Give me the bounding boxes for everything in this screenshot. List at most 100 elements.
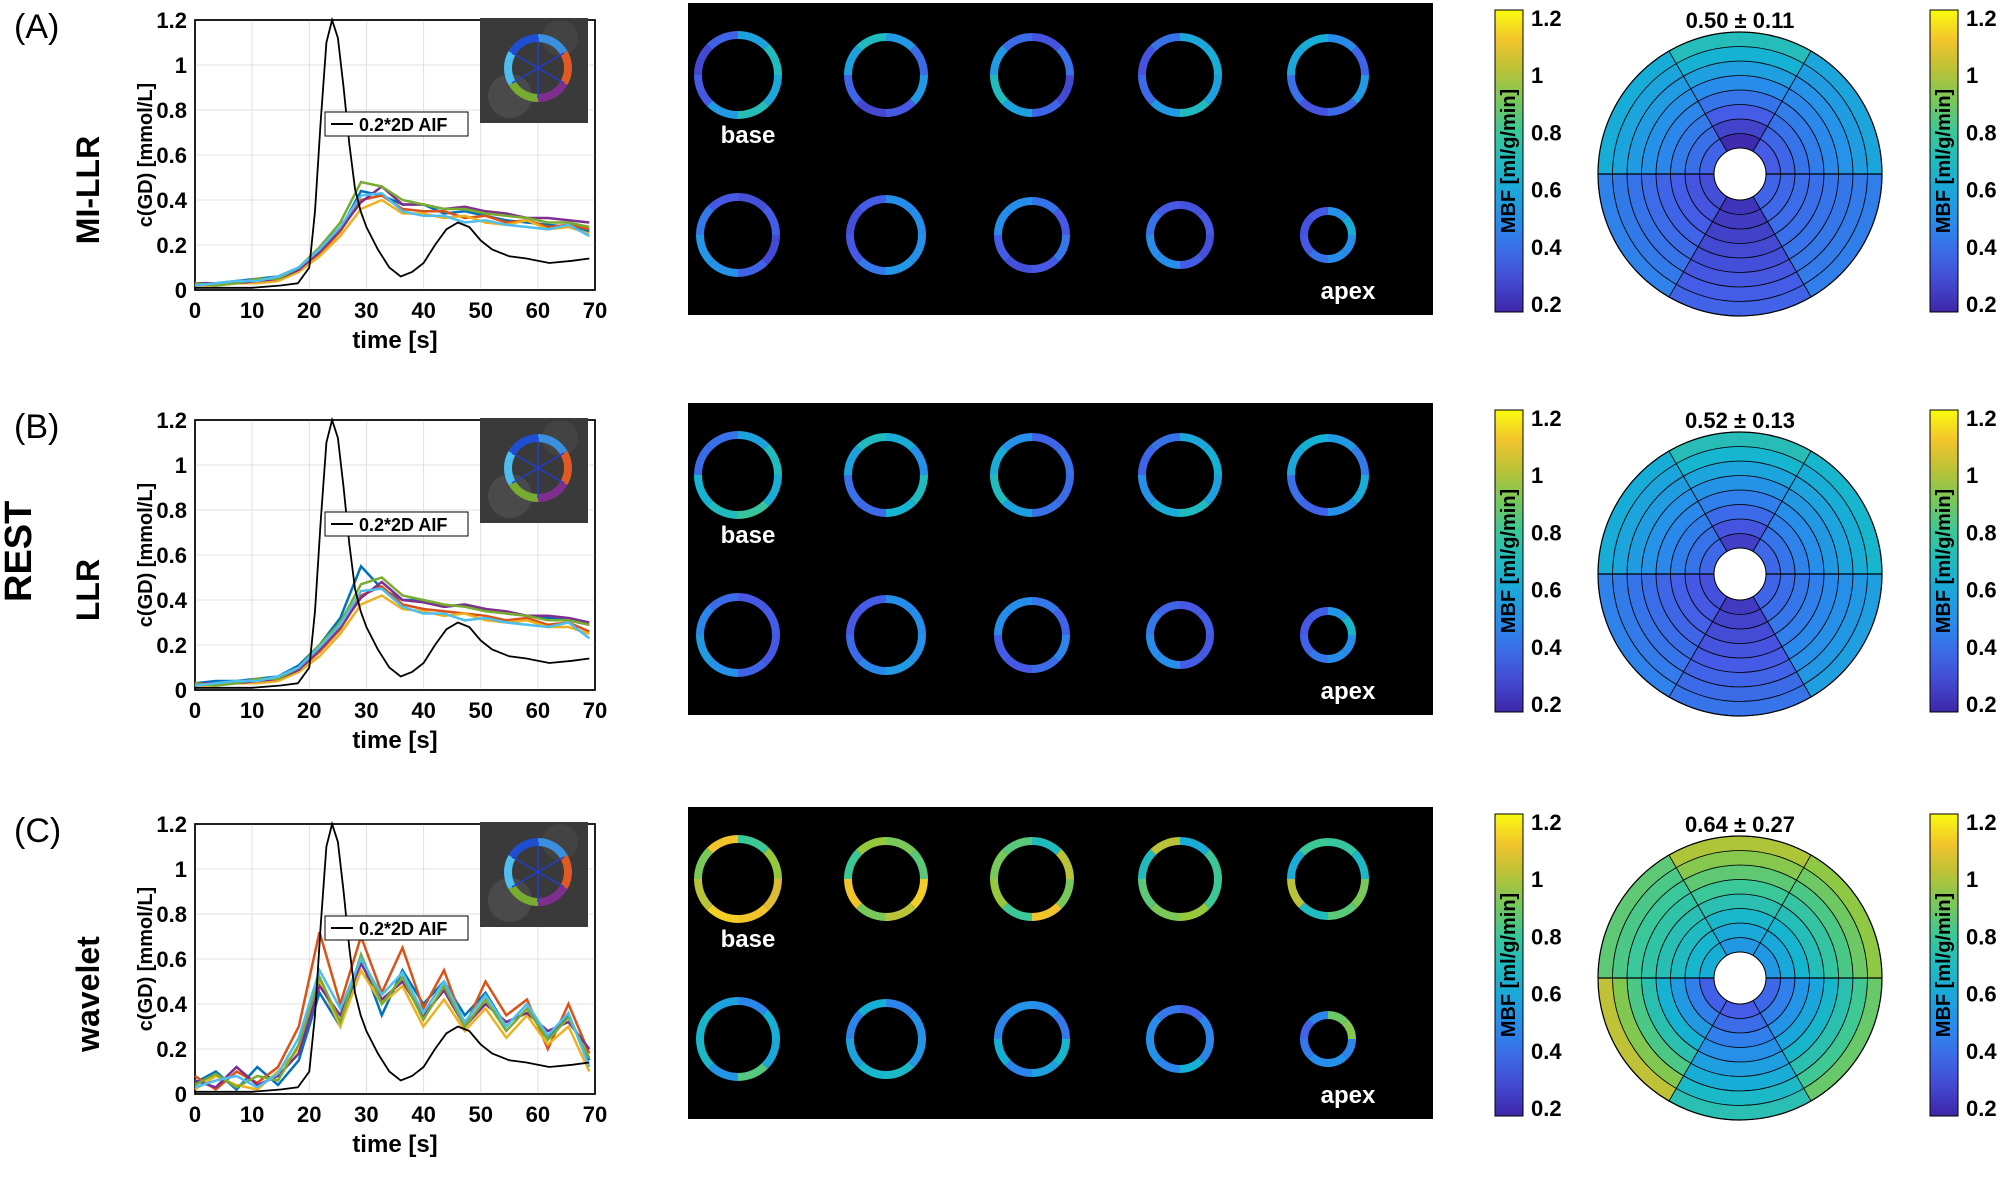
- mbf-slice: [1146, 1005, 1214, 1073]
- x-tick-label: 10: [240, 298, 264, 323]
- mbf-map-panel: base apex: [688, 807, 1433, 1119]
- colorbar-tick: 1.2: [1531, 6, 1562, 31]
- colorbar-label: MBF [ml/g/min]: [1933, 89, 1955, 233]
- concentration-chart: 0 10 20 30 40 50 60 70 0 0.2 0.4 0.6 0.8 1 1.2 time [s]…: [135, 8, 607, 354]
- mbf-slice: [994, 197, 1070, 273]
- mbf-slice: [1287, 434, 1369, 516]
- colorbar-label: MBF [ml/g/min]: [1933, 489, 1955, 633]
- series-line: [195, 594, 590, 687]
- x-tick-label: 30: [354, 298, 378, 323]
- mbf-slice: [696, 193, 780, 277]
- colorbar-tick: 0.8: [1966, 924, 1997, 949]
- mbf-slice: [696, 593, 780, 677]
- y-tick-label: 1.2: [156, 8, 187, 33]
- colorbar-tick: 0.8: [1531, 520, 1562, 545]
- mbf-slice: [1138, 837, 1222, 921]
- concentration-chart: 0 10 20 30 40 50 60 70 0 0.2 0.4 0.6 0.8 1 1.2 time [s]…: [135, 408, 607, 754]
- colorbar-tick: 0.6: [1531, 178, 1562, 203]
- x-tick-label: 10: [240, 698, 264, 723]
- x-tick-label: 70: [583, 298, 607, 323]
- inset-segment: [537, 34, 568, 56]
- colorbar-label: MBF [ml/g/min]: [1498, 89, 1520, 233]
- inset-segment: [508, 884, 539, 906]
- apex-label: apex: [1321, 278, 1376, 305]
- aif-line: [195, 16, 590, 289]
- colorbar-tick: 0.6: [1531, 982, 1562, 1007]
- colorbar-tick: 1: [1531, 867, 1543, 892]
- y-tick-label: 1: [175, 53, 187, 78]
- colorbar-tick: 0.4: [1531, 235, 1562, 260]
- y-tick-label: 1.2: [156, 812, 187, 837]
- y-tick-label: 0.8: [156, 498, 187, 523]
- colorbar: 1.2 1 0.8 0.6 0.4 0.2 MBF [ml/g/min]: [1929, 6, 1997, 317]
- y-tick-label: 0: [175, 678, 187, 703]
- series-line: [195, 198, 590, 287]
- colorbar-tick: 0.8: [1966, 120, 1997, 145]
- mbf-slice: [994, 597, 1070, 673]
- method-label: LLR: [70, 558, 106, 622]
- colorbar-label: MBF [ml/g/min]: [1498, 489, 1520, 633]
- x-tick-label: 0: [189, 298, 201, 323]
- y-tick-label: 0.4: [156, 188, 187, 213]
- mbf-slice: [990, 837, 1074, 921]
- x-tick-label: 0: [189, 1102, 201, 1127]
- mbf-slice: [1287, 838, 1369, 920]
- rest-label: REST: [0, 500, 40, 602]
- y-tick-label: 0.8: [156, 902, 187, 927]
- colorbar-tick: 0.4: [1966, 635, 1997, 660]
- mbf-slice: [694, 31, 782, 119]
- x-tick-label: 70: [583, 698, 607, 723]
- mbf-slice: [1287, 34, 1369, 116]
- inset-segment: [537, 434, 568, 456]
- colorbar-tick: 1: [1531, 63, 1543, 88]
- legend-label: 0.2*2D AIF: [359, 115, 447, 135]
- mbf-map-panel: base apex: [688, 3, 1433, 315]
- x-axis-label: time [s]: [352, 1131, 437, 1158]
- series-line: [194, 587, 591, 687]
- x-tick-label: 40: [411, 298, 435, 323]
- inset-segment: [508, 34, 539, 56]
- inset-segment: [560, 855, 572, 889]
- colorbar-tick: 1: [1966, 63, 1978, 88]
- colorbar-tick: 1.2: [1966, 6, 1997, 31]
- colorbar-tick: 0.2: [1966, 692, 1997, 717]
- x-tick-label: 60: [526, 298, 550, 323]
- legend-label: 0.2*2D AIF: [359, 515, 447, 535]
- colorbar-tick: 0.2: [1531, 292, 1562, 317]
- inset-segment: [508, 434, 539, 456]
- mbf-slice: [1138, 433, 1222, 517]
- y-tick-label: 1: [175, 857, 187, 882]
- panel-label: (B): [14, 408, 60, 446]
- y-tick-label: 0.4: [156, 992, 187, 1017]
- colorbar-tick: 0.6: [1966, 578, 1997, 603]
- x-tick-label: 40: [411, 1102, 435, 1127]
- mbf-slice: [990, 33, 1074, 117]
- series-line: [194, 576, 590, 687]
- series-line: [194, 950, 591, 1089]
- bullseye-mean: 0.64 ± 0.27: [1685, 812, 1795, 837]
- x-tick-label: 0: [189, 698, 201, 723]
- inset-segment: [537, 838, 568, 860]
- colorbar: 1.2 1 0.8 0.6 0.4 0.2 MBF [ml/g/min]: [1494, 406, 1562, 717]
- y-tick-label: 0.2: [156, 1037, 187, 1062]
- colorbar-tick: 0.2: [1531, 1096, 1562, 1121]
- inset-segment: [560, 451, 572, 485]
- colorbar-tick: 0.6: [1531, 578, 1562, 603]
- colorbar-tick: 0.4: [1531, 1039, 1562, 1064]
- panel-label: (A): [14, 8, 60, 46]
- colorbar-tick: 1: [1966, 463, 1978, 488]
- mbf-slice: [994, 1001, 1070, 1077]
- mbf-slice: [990, 433, 1074, 517]
- colorbar: 1.2 1 0.8 0.6 0.4 0.2 MBF [ml/g/min]: [1494, 810, 1562, 1121]
- colorbar-tick: 1.2: [1531, 406, 1562, 431]
- apex-label: apex: [1321, 1082, 1376, 1109]
- mbf-slice: [844, 837, 928, 921]
- colorbar: 1.2 1 0.8 0.6 0.4 0.2 MBF [ml/g/min]: [1929, 810, 1997, 1121]
- bullseye-plot: 0.64 ± 0.27: [1597, 812, 1883, 1121]
- y-tick-label: 0.8: [156, 98, 187, 123]
- panel-label: (C): [14, 812, 62, 850]
- base-label: base: [721, 926, 776, 953]
- legend-label: 0.2*2D AIF: [359, 919, 447, 939]
- x-tick-label: 20: [297, 698, 321, 723]
- x-tick-label: 20: [297, 1102, 321, 1127]
